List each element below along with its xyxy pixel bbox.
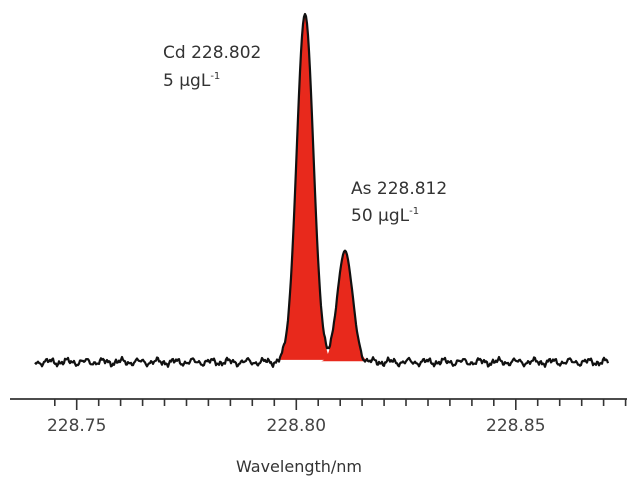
annotation-cd-concentration-sup: -1 — [210, 71, 220, 82]
peak-fill-2 — [321, 250, 369, 362]
annotation-as-concentration-sup: -1 — [409, 206, 419, 217]
x-axis: 228.75 228.80 228.85 Wavelength/nm — [10, 398, 627, 476]
annotation-cd-concentration: 5 μgL-1 — [163, 71, 220, 91]
x-tick-label: 228.80 — [267, 416, 326, 436]
annotation-cd-line: Cd 228.802 — [163, 43, 261, 63]
x-axis-ticks — [53, 399, 627, 410]
x-tick-label: 228.85 — [486, 416, 545, 436]
spectrum-line — [34, 12, 610, 368]
x-axis-label: Wavelength/nm — [236, 457, 362, 476]
annotation-as-line: As 228.812 — [351, 179, 447, 199]
annotation-cd-concentration-text: 5 μgL — [163, 71, 211, 91]
annotation-cd: Cd 228.802 5 μgL-1 — [163, 43, 261, 91]
x-axis-tick-labels: 228.75 228.80 228.85 — [47, 416, 546, 436]
annotation-as: As 228.812 50 μgL-1 — [351, 179, 447, 226]
peak-fill-1 — [278, 14, 332, 360]
x-tick-label: 228.75 — [47, 416, 106, 436]
annotation-as-concentration: 50 μgL-1 — [351, 206, 419, 226]
annotation-as-concentration-text: 50 μgL — [351, 206, 410, 226]
